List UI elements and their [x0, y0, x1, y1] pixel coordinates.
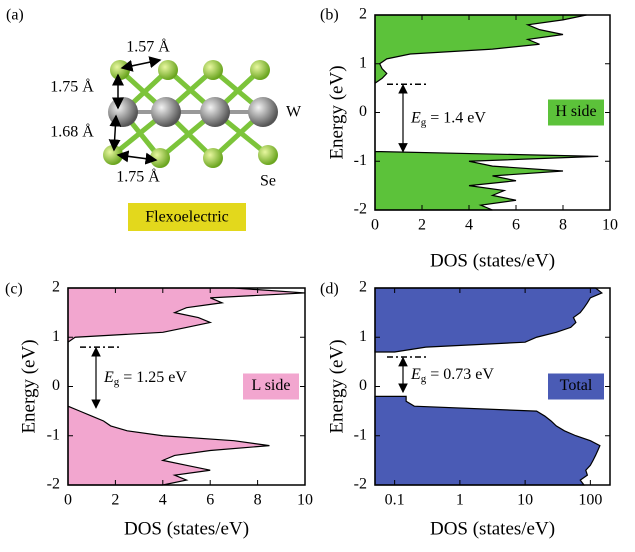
y-axis-title: Energy (eV)	[326, 65, 347, 159]
y-tick-label: 1	[359, 328, 367, 345]
y-tick-label: 0	[359, 377, 367, 394]
gap-symbol: E	[103, 369, 114, 386]
dos-area	[375, 288, 602, 352]
y-tick-label: -1	[354, 426, 367, 443]
panel-label: (b)	[320, 7, 339, 24]
gap-text: = 1.4 eV	[426, 109, 486, 126]
caption: Flexoelectric	[145, 209, 229, 226]
y-tick-label: 1	[359, 54, 367, 71]
x-tick-label: 0.1	[385, 492, 405, 509]
x-tick-label: 6	[206, 492, 214, 509]
x-axis-title: DOS (states/eV)	[430, 518, 555, 539]
panel-label: (d)	[320, 281, 339, 298]
x-tick-label: 8	[254, 492, 262, 509]
y-tick-label: -2	[354, 476, 367, 493]
gap-label: Eg = 1.4 eV	[410, 109, 486, 128]
x-axis-title: DOS (states/eV)	[430, 250, 555, 271]
atom-label: W	[286, 104, 302, 121]
bond-label: 1.57 Å	[126, 38, 170, 56]
x-tick-label: 4	[465, 217, 473, 234]
x-tick-label: 10	[517, 492, 533, 509]
gap-symbol: E	[410, 366, 421, 383]
y-tick-label: -1	[354, 152, 367, 169]
x-tick-label: 4	[159, 492, 167, 509]
y-tick-label: 2	[359, 279, 367, 296]
gap-label: Eg = 0.73 eV	[410, 366, 494, 385]
legend-label: H side	[555, 103, 596, 120]
gap-symbol: E	[410, 109, 421, 126]
x-tick-label: 2	[111, 492, 119, 509]
panel-label: (c)	[5, 281, 23, 298]
x-tick-label: 100	[578, 492, 602, 509]
structure-panel: (a) 1.57 Å 1.75 Å 1.68 Å 1.75 Å	[6, 7, 302, 231]
x-axis-title: DOS (states/eV)	[124, 518, 249, 539]
x-tick-label: 6	[512, 217, 520, 234]
y-tick-label: 2	[52, 279, 60, 296]
y-tick-label: 1	[52, 328, 60, 345]
bond-label: 1.75 Å	[116, 168, 160, 186]
y-tick-label: -2	[47, 476, 60, 493]
y-tick-label: -2	[354, 201, 367, 218]
gap-text: = 1.25 eV	[119, 369, 187, 386]
x-tick-label: 0	[64, 492, 72, 509]
x-tick-label: 8	[559, 217, 567, 234]
x-tick-label: 2	[418, 217, 426, 234]
legend-label: Total	[560, 377, 593, 394]
x-tick-label: 10	[297, 492, 313, 509]
y-tick-label: 2	[359, 6, 367, 23]
dos-area	[375, 396, 600, 485]
bond-label: 1.68 Å	[50, 123, 94, 141]
atom-label: Se	[260, 173, 276, 190]
y-tick-label: -1	[47, 426, 60, 443]
panel-label: (a)	[6, 7, 24, 24]
gap-text: = 0.73 eV	[426, 366, 494, 383]
gap-label: Eg = 1.25 eV	[103, 369, 187, 388]
y-axis-title: Energy (eV)	[18, 339, 39, 433]
bond-label: 1.75 Å	[50, 78, 94, 96]
figure: (a) 1.57 Å 1.75 Å 1.68 Å 1.75 Å	[0, 0, 635, 547]
y-axis-title: Energy (eV)	[326, 339, 347, 433]
x-tick-label: 10	[602, 217, 618, 234]
x-tick-label: 1	[456, 492, 464, 509]
y-tick-label: 0	[52, 377, 60, 394]
y-tick-label: 0	[359, 103, 367, 120]
x-tick-label: 0	[371, 217, 379, 234]
legend-label: L side	[252, 377, 291, 394]
